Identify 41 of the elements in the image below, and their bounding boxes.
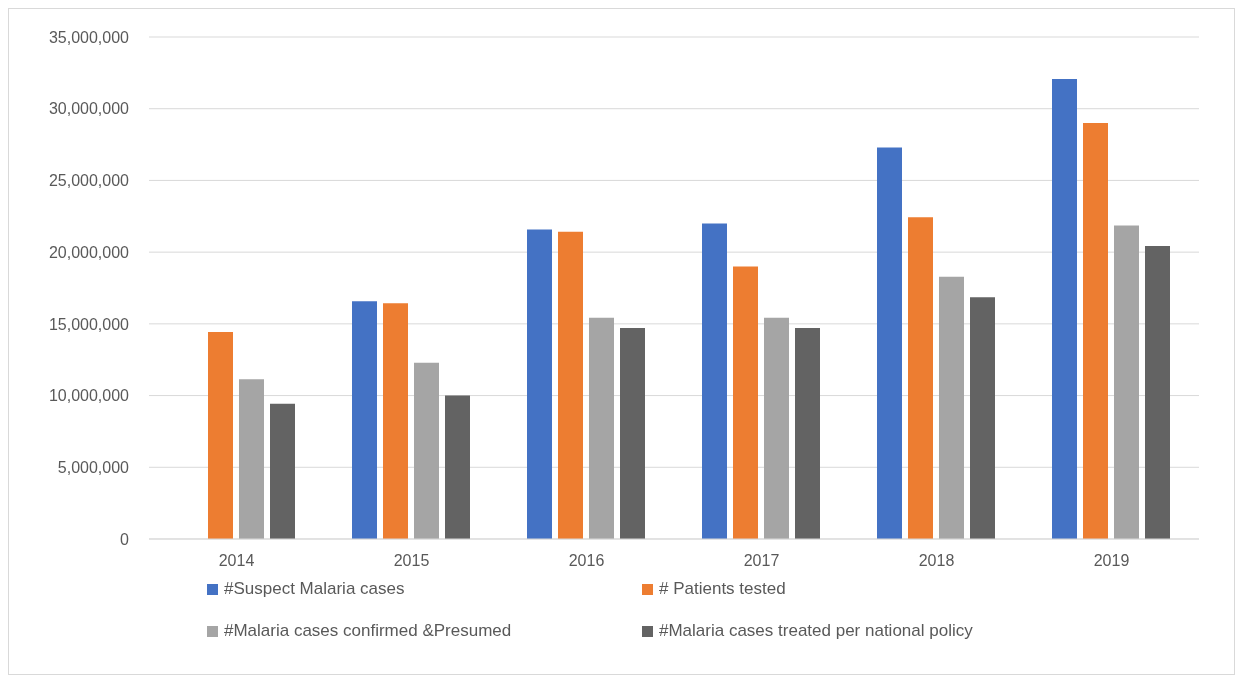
- bar: [939, 276, 964, 539]
- bar: [970, 297, 995, 539]
- x-tick-label: 2015: [393, 552, 430, 570]
- y-tick-label: 5,000,000: [57, 458, 130, 476]
- bar: [1083, 123, 1108, 539]
- bar: [877, 147, 902, 539]
- y-tick-label: 25,000,000: [48, 172, 130, 190]
- x-tick-label: 2016: [568, 552, 605, 570]
- y-tick-label: 30,000,000: [48, 100, 130, 118]
- bar: [208, 332, 233, 539]
- x-tick-label: 2018: [918, 552, 955, 570]
- x-tick-label: 2017: [743, 552, 780, 570]
- bar: [527, 229, 552, 539]
- bar: [620, 328, 645, 539]
- bar: [558, 231, 583, 539]
- bar: [1114, 225, 1139, 539]
- bar: [1145, 245, 1170, 539]
- bar: [1052, 79, 1077, 539]
- bar: [733, 266, 758, 539]
- legend-label: #Malaria cases treated per national policy: [659, 621, 973, 641]
- legend-label: #Malaria cases confirmed &Presumed: [224, 621, 512, 641]
- bar: [589, 317, 614, 539]
- x-tick-label: 2014: [218, 552, 255, 570]
- bar: [908, 217, 933, 539]
- y-tick-label: 20,000,000: [48, 243, 130, 261]
- legend-label: # Patients tested: [659, 579, 786, 599]
- legend-label: #Suspect Malaria cases: [224, 579, 405, 599]
- bar: [702, 223, 727, 539]
- bar: [795, 328, 820, 539]
- y-tick-label: 10,000,000: [48, 387, 130, 405]
- bar: [352, 301, 377, 539]
- bar: [270, 403, 295, 539]
- y-tick-label: 0: [120, 530, 130, 548]
- y-tick-label: 15,000,000: [48, 315, 130, 333]
- bar: [445, 395, 470, 539]
- y-tick-label: 35,000,000: [48, 28, 130, 46]
- bar: [383, 303, 408, 539]
- bar: [414, 362, 439, 539]
- bar: [239, 379, 264, 539]
- x-tick-label: 2019: [1093, 552, 1130, 570]
- bar: [764, 317, 789, 539]
